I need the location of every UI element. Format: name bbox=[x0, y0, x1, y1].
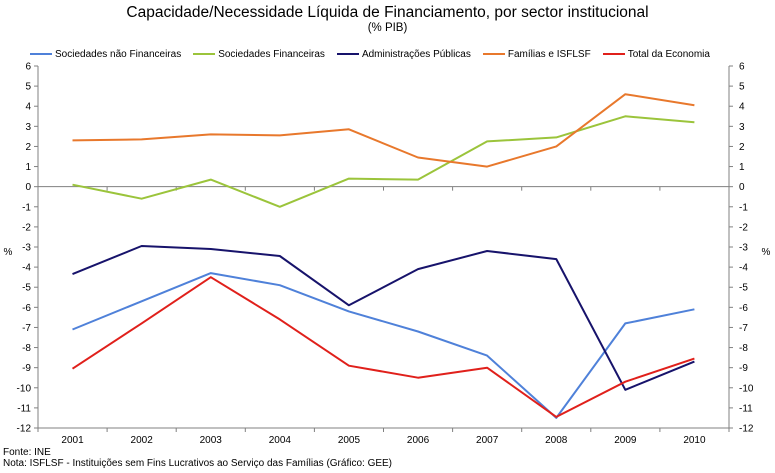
y-tick-label-left: 6 bbox=[25, 62, 31, 73]
legend-item-3: Administrações Públicas bbox=[336, 48, 471, 60]
legend-swatch bbox=[336, 53, 359, 55]
y-tick-label-right: 6 bbox=[739, 62, 745, 73]
legend-swatch bbox=[602, 53, 625, 55]
y-tick-label-right: 4 bbox=[739, 102, 745, 113]
series-line-1 bbox=[72, 272, 695, 419]
legend-label: Administrações Públicas bbox=[361, 48, 471, 60]
y-tick-label-left: -9 bbox=[22, 363, 31, 374]
series-line-4 bbox=[72, 93, 695, 168]
legend-item-1: Sociedades não Financeiras bbox=[30, 49, 181, 60]
y-tick-label-left: -5 bbox=[22, 283, 31, 294]
y-tick-label-left: 3 bbox=[25, 122, 31, 133]
legend-label: Sociedades não Financeiras bbox=[55, 48, 182, 60]
legend-label: Sociedades Financeiras bbox=[218, 48, 325, 60]
y-tick-label-right: 0 bbox=[739, 182, 745, 193]
y-tick-label-right: -1 bbox=[739, 202, 748, 213]
legend-swatch bbox=[482, 53, 505, 55]
legend-item-5: Total da Economia bbox=[602, 48, 710, 60]
y-tick-label-right: -10 bbox=[739, 383, 754, 394]
y-tick-label-left: 2 bbox=[25, 142, 31, 153]
y-tick-label-right: 1 bbox=[739, 162, 745, 173]
y-tick-label-right: -6 bbox=[739, 303, 748, 314]
y-tick-label-left: -3 bbox=[22, 243, 31, 254]
y-tick-label-left: 1 bbox=[25, 162, 31, 173]
legend-swatch bbox=[193, 53, 216, 55]
y-tick-label-left: -6 bbox=[22, 303, 31, 314]
y-tick-label-right: 2 bbox=[739, 142, 745, 153]
x-tick-label: 2010 bbox=[683, 435, 706, 446]
x-tick-label: 2006 bbox=[407, 435, 430, 446]
y-axis-label-right: % bbox=[762, 247, 771, 258]
y-tick-label-right: -9 bbox=[739, 363, 748, 374]
y-tick-label-right: -3 bbox=[739, 243, 748, 254]
y-tick-label-left: 5 bbox=[25, 82, 31, 93]
source-note: Fonte: INE bbox=[3, 447, 51, 458]
series-line-5 bbox=[71, 276, 695, 418]
y-tick-label-right: -11 bbox=[739, 403, 753, 414]
y-tick-label-right: -7 bbox=[739, 323, 748, 334]
y-tick-label-left: -11 bbox=[17, 403, 31, 414]
x-tick-label: 2008 bbox=[545, 435, 568, 446]
legend-item-4: Famílias e ISFLSF bbox=[482, 48, 591, 60]
chart-legend: Sociedades não Financeiras Sociedades Fin… bbox=[30, 47, 750, 61]
legend-label: Total da Economia bbox=[627, 48, 710, 60]
x-tick-label: 2005 bbox=[338, 435, 361, 446]
legend-label: Famílias e ISFLSF bbox=[507, 48, 591, 60]
x-tick-label: 2003 bbox=[200, 435, 223, 446]
y-tick-label-right: -8 bbox=[739, 343, 748, 354]
chart-title: Capacidade/Necessidade Líquida de Financ… bbox=[126, 4, 649, 21]
y-tick-label-left: -2 bbox=[22, 222, 31, 233]
y-axis-label-left: % bbox=[4, 247, 13, 258]
y-tick-label-left: 4 bbox=[25, 102, 31, 113]
legend-item-2: Sociedades Financeiras bbox=[193, 49, 325, 60]
y-tick-label-left: -1 bbox=[22, 202, 31, 213]
y-tick-label-right: -12 bbox=[739, 424, 754, 435]
y-tick-label-right: 5 bbox=[739, 82, 745, 93]
chart-subtitle: (% PIB) bbox=[367, 22, 408, 34]
y-tick-label-left: -7 bbox=[22, 323, 31, 334]
y-tick-label-right: -4 bbox=[739, 263, 748, 274]
y-tick-label-left: -12 bbox=[17, 424, 32, 435]
x-tick-label: 2004 bbox=[269, 435, 292, 446]
y-tick-label-right: 3 bbox=[739, 122, 745, 133]
series-line-3 bbox=[72, 245, 695, 391]
y-tick-label-left: -10 bbox=[17, 383, 32, 394]
x-tick-label: 2002 bbox=[131, 435, 154, 446]
y-tick-label-right: -5 bbox=[739, 283, 748, 294]
y-tick-label-right: -2 bbox=[739, 222, 748, 233]
y-tick-label-left: -8 bbox=[22, 343, 31, 354]
x-tick-label: 2007 bbox=[476, 435, 499, 446]
legend-swatch bbox=[30, 53, 52, 55]
footnote: Nota: ISFLSF - Instituições sem Fins Luc… bbox=[3, 458, 393, 469]
x-tick-label: 2009 bbox=[614, 435, 637, 446]
x-tick-label: 2001 bbox=[61, 435, 84, 446]
y-tick-label-left: -4 bbox=[22, 263, 31, 274]
series-line-2 bbox=[72, 115, 695, 208]
y-tick-label-left: 0 bbox=[25, 182, 31, 193]
